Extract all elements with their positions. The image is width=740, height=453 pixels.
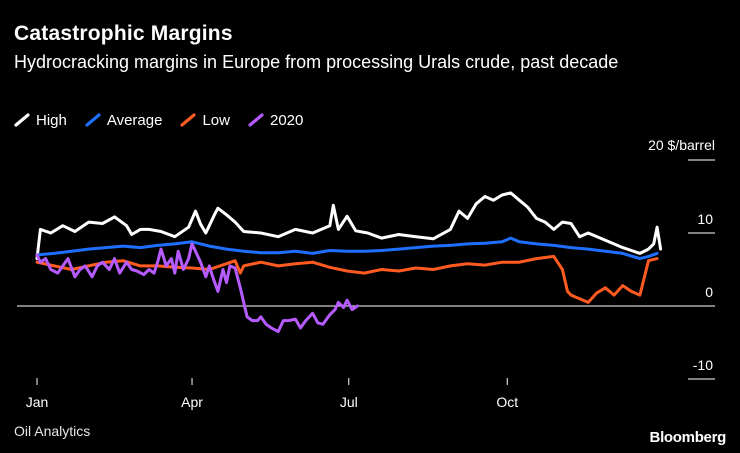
legend-item-2020: 2020 (248, 112, 303, 129)
chart-subtitle: Hydrocracking margins in Europe from pro… (14, 52, 619, 72)
x-tick-label-jan: Jan (26, 394, 49, 410)
legend-item-average: Average (85, 111, 163, 129)
bloomberg-logo: Bloomberg (649, 429, 727, 446)
series-line-2020 (35, 242, 359, 334)
x-tick-label-jul: Jul (340, 394, 358, 410)
legend-swatch-average (85, 113, 101, 127)
source-note: Oil Analytics (14, 423, 91, 439)
legend-label-high: High (36, 111, 67, 129)
x-tick-label-apr: Apr (181, 394, 203, 410)
legend-item-high: High (14, 112, 67, 129)
y-unit-label: 20 $/barrel (648, 137, 715, 153)
legend-swatch-low (180, 113, 197, 127)
series-line-low (35, 254, 659, 304)
y-tick-label-10: 10 (697, 211, 713, 227)
legend-swatch-2020 (248, 113, 264, 127)
y-tick-label--10: -10 (693, 357, 713, 373)
legend-item-low: Low (180, 112, 230, 129)
y-tick-label-0: 0 (705, 284, 713, 300)
x-tick-label-oct: Oct (496, 394, 518, 410)
series-line-high (35, 191, 663, 261)
legend-label-low: Low (202, 111, 230, 129)
legend: High Average Low 2020 (14, 109, 321, 131)
legend-swatch-high (14, 113, 30, 127)
legend-label-average: Average (106, 111, 163, 129)
series-line-average (35, 236, 659, 261)
legend-label-2020: 2020 (270, 111, 304, 129)
chart-title: Catastrophic Margins (14, 22, 233, 45)
